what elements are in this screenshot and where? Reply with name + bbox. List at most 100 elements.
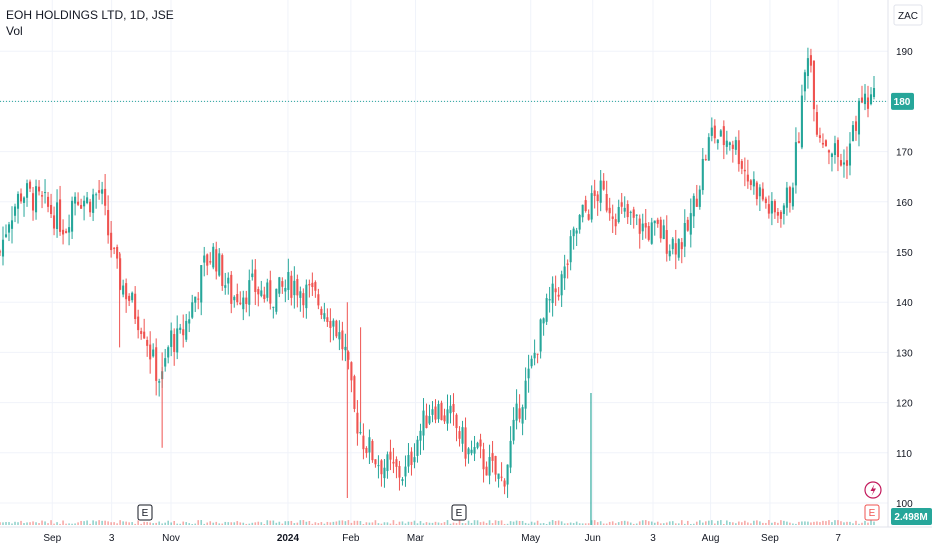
volume-bar (482, 521, 485, 525)
candle-body (581, 204, 584, 218)
volume-bar (629, 522, 632, 525)
volume-bar (302, 520, 305, 525)
candle-body (176, 328, 179, 353)
candle-body (155, 347, 158, 381)
candle-body (506, 464, 509, 485)
lightning-icon[interactable] (864, 481, 882, 499)
volume-bar (188, 523, 191, 525)
candle-body (536, 353, 539, 355)
candle-body (212, 246, 215, 268)
volume-bar (5, 522, 7, 525)
volume-bar (218, 523, 221, 525)
volume-bar (518, 520, 521, 525)
volume-bar (753, 520, 755, 525)
volume-bar (494, 520, 497, 525)
candle-body (25, 183, 29, 198)
earnings-marker-upcoming[interactable]: E (864, 504, 880, 521)
candle-body (239, 302, 242, 305)
time-tick-label: Feb (342, 533, 360, 544)
volume-bar (29, 522, 31, 525)
candle-body (37, 186, 41, 192)
current-price-value: 180 (894, 97, 911, 108)
candle-body (413, 457, 416, 463)
time-axis[interactable]: Sep 3 Nov 2024 Feb Mar May Jun 3 Aug Sep 7 (43, 533, 841, 544)
volume-bar (239, 522, 242, 525)
candle-body (95, 194, 98, 196)
currency-box[interactable] (893, 4, 923, 26)
time-tick-label: 3 (109, 533, 115, 544)
candle-body (512, 419, 515, 441)
volume-bar (566, 523, 569, 525)
candle-body (308, 284, 311, 286)
volume-bar (182, 521, 185, 525)
volume-bar (692, 523, 695, 525)
candle-body (575, 230, 578, 234)
candle-body (527, 368, 530, 379)
candle-body (44, 192, 47, 194)
candle-body (869, 94, 873, 105)
volume-bar (140, 523, 142, 525)
candle-body (488, 457, 491, 476)
candle-body (116, 246, 119, 259)
volume-bar (275, 522, 278, 525)
volume-bar (344, 521, 347, 525)
volume-bar (332, 521, 335, 525)
volume-bar (164, 522, 166, 525)
volume-bar (575, 521, 578, 525)
volume-bar (281, 523, 284, 525)
volume-bar (41, 520, 43, 525)
volume-bar (104, 520, 106, 525)
candle-body (707, 137, 710, 161)
volume-bar (593, 520, 596, 525)
volume-bar (822, 520, 824, 525)
candle-body (356, 412, 359, 434)
candle-body (578, 215, 581, 230)
earnings-marker[interactable]: E (451, 504, 467, 521)
candle-body (545, 298, 548, 322)
volume-bar (221, 523, 224, 525)
volume-bar (503, 523, 506, 525)
volume-bar (434, 521, 437, 525)
volume-bar (461, 523, 464, 525)
volume-bar (200, 520, 203, 525)
price-axis[interactable]: 100 110 120 130 140 150 160 170 180 190 (896, 47, 913, 510)
candle-body (107, 210, 110, 236)
candle-body (647, 226, 650, 240)
candle-body (170, 330, 173, 347)
candle-body (572, 228, 575, 237)
candle-body (380, 460, 383, 475)
volume-bar (233, 522, 236, 525)
candle-body (119, 258, 122, 290)
candle-body (776, 211, 779, 216)
volume-bar (263, 523, 266, 525)
candle-body (392, 461, 395, 464)
candle-body (791, 187, 794, 207)
candle-body (563, 266, 566, 279)
volume-bar (383, 522, 386, 525)
candle-body (857, 100, 861, 135)
candle-body (59, 199, 62, 232)
earnings-marker[interactable]: E (137, 504, 153, 521)
volume-tag (891, 508, 932, 525)
candle-body (599, 180, 602, 203)
candle-body (509, 440, 512, 468)
volume-bar (819, 522, 821, 525)
volume-bar (635, 523, 638, 525)
volume-bar (816, 521, 818, 525)
volume-bar (506, 523, 509, 525)
candle-body (22, 197, 26, 203)
volume-bar (14, 521, 16, 525)
candle-body (248, 280, 251, 305)
volume-bar (723, 523, 725, 525)
candle-body (386, 454, 389, 472)
volume-bar (545, 523, 548, 525)
volume-bar (194, 523, 197, 525)
candle-body (31, 193, 35, 211)
candle-body (614, 219, 617, 227)
volume-bar (611, 521, 614, 525)
volume-bar (557, 520, 560, 525)
candle-body (233, 296, 236, 301)
candle-body (602, 180, 605, 190)
price-tick-label: 100 (896, 499, 913, 510)
